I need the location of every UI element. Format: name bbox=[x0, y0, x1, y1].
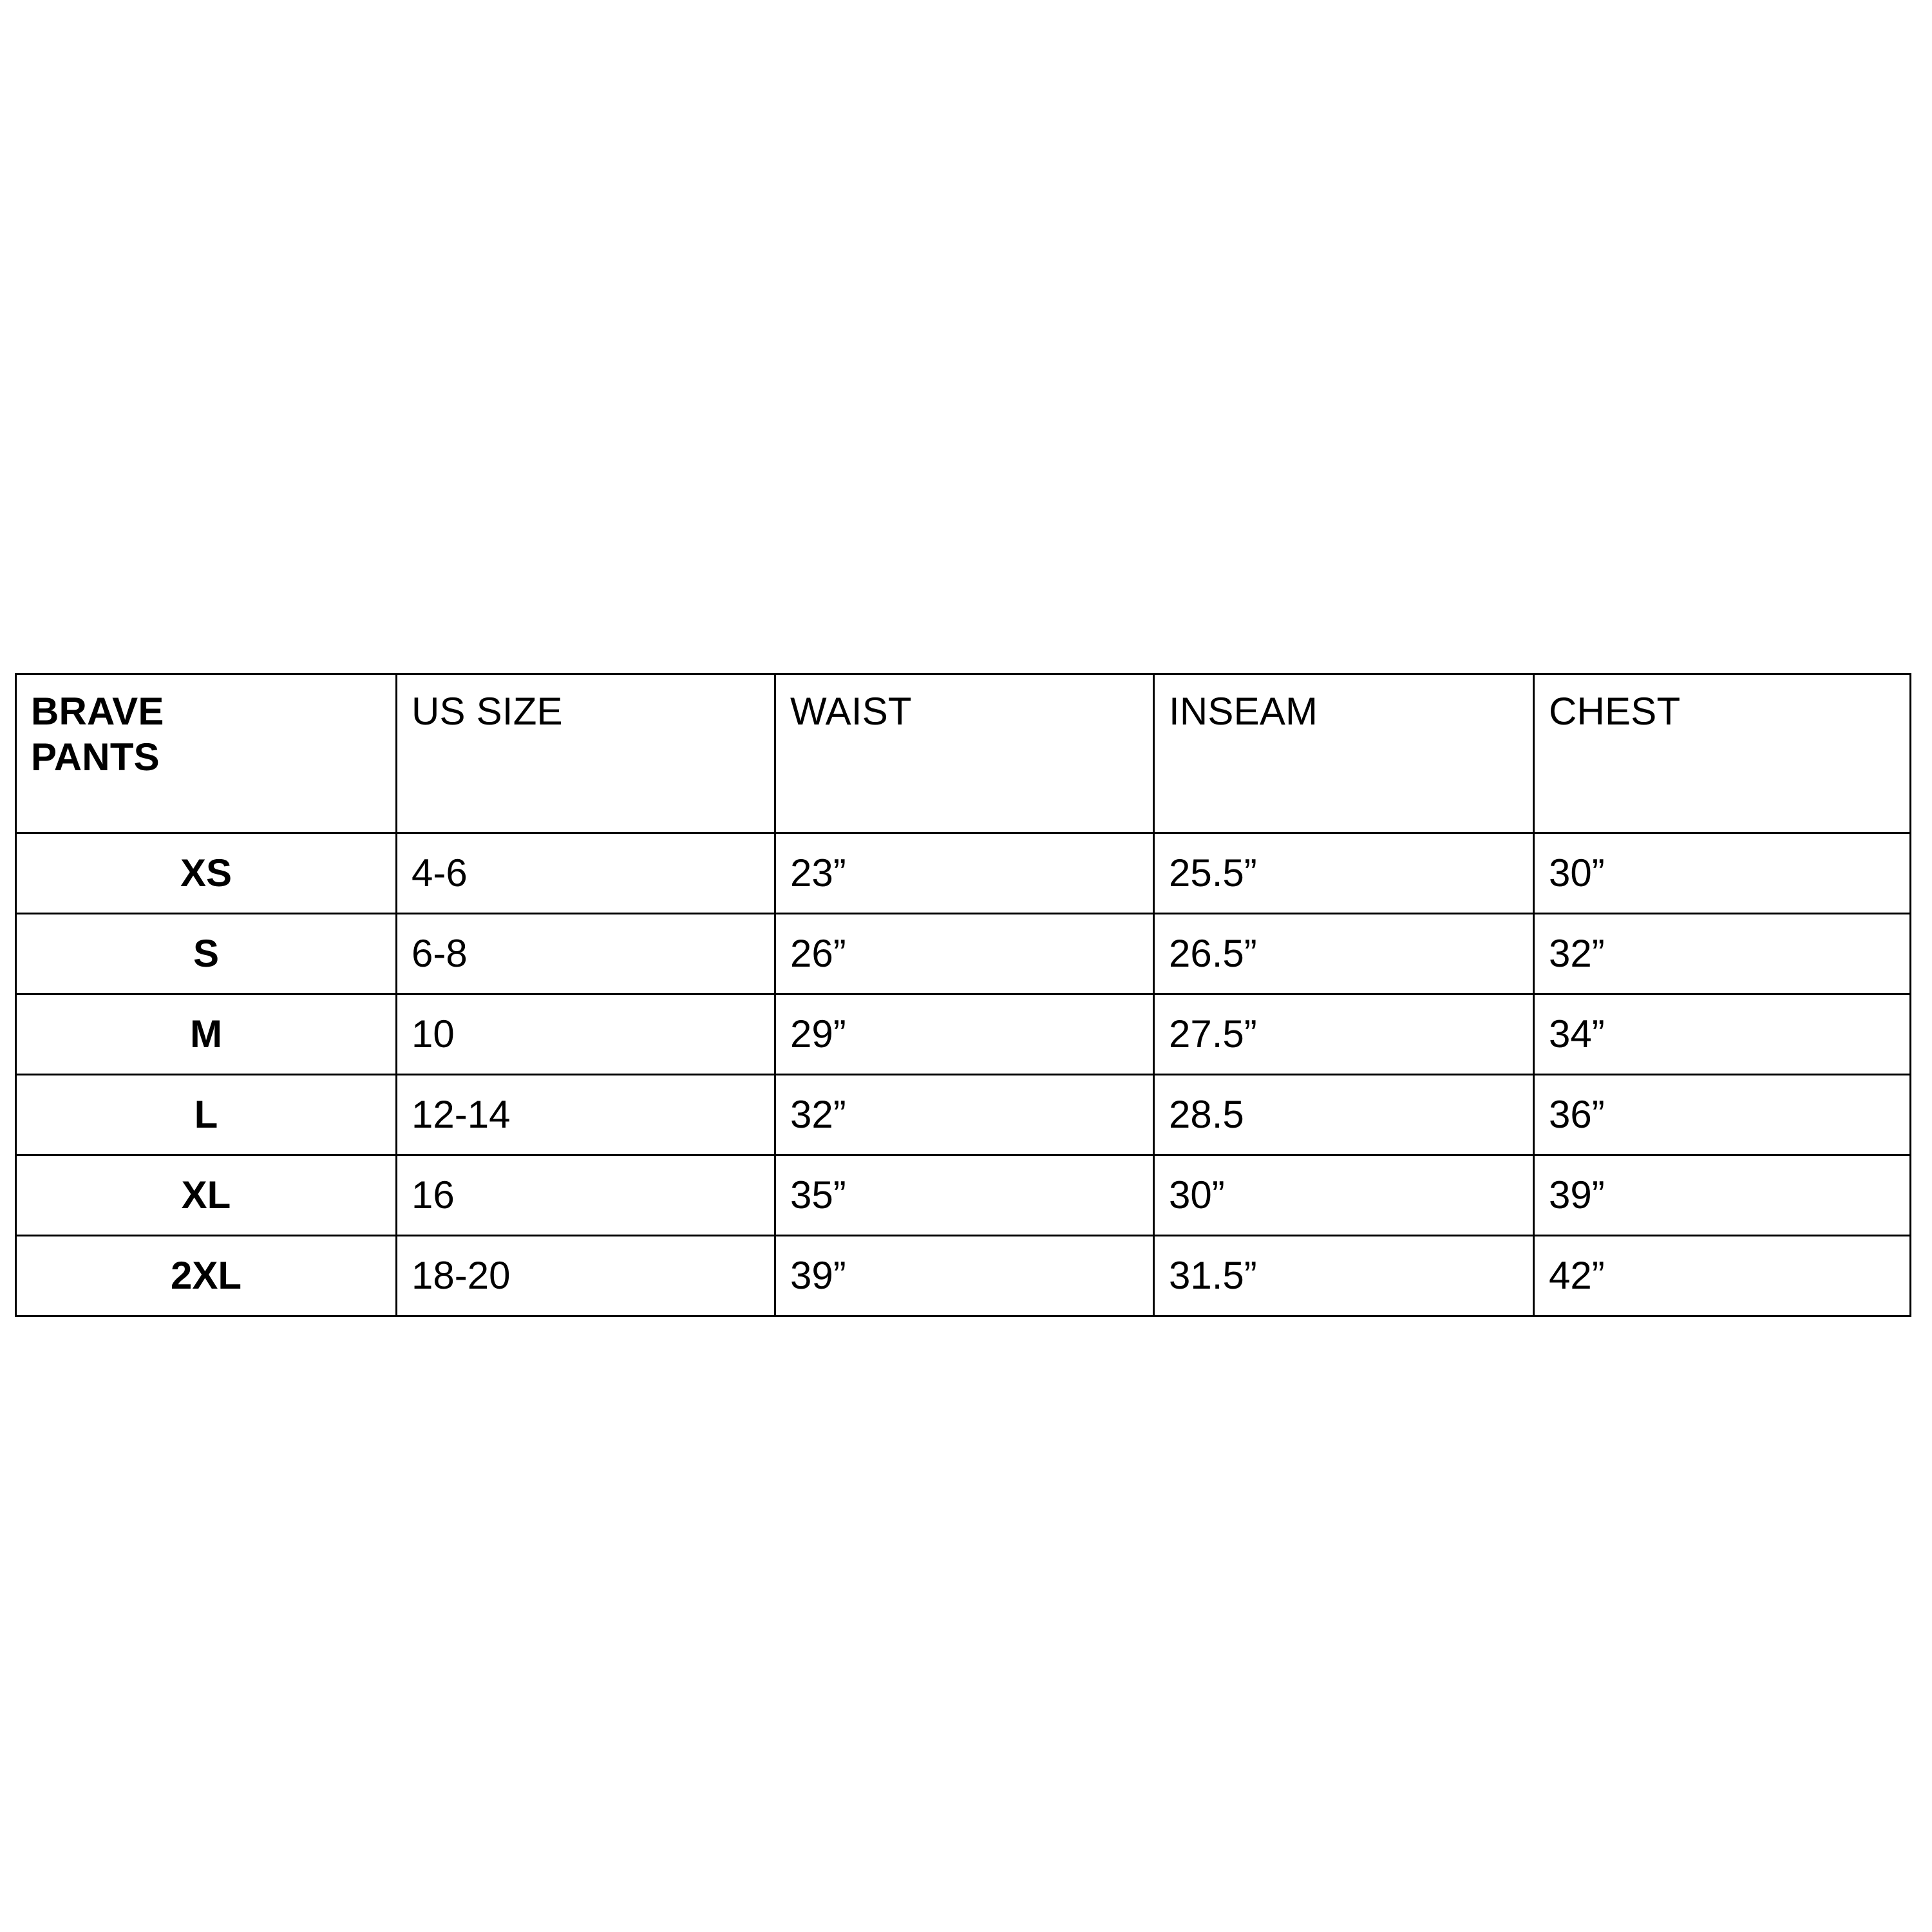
cell-inseam-value: 31.5” bbox=[1169, 1253, 1257, 1297]
column-header-us-size-label: US SIZE bbox=[412, 690, 563, 733]
cell-inseam-value: 27.5” bbox=[1169, 1012, 1257, 1056]
cell-waist: 39” bbox=[774, 1235, 1155, 1317]
cell-size: XS bbox=[15, 832, 397, 914]
cell-waist: 23” bbox=[774, 832, 1155, 914]
column-header-waist-label: WAIST bbox=[790, 690, 912, 733]
cell-us-size-value: 6-8 bbox=[412, 931, 468, 975]
cell-us-size: 18-20 bbox=[395, 1235, 776, 1317]
cell-inseam: 28.5 bbox=[1153, 1074, 1535, 1156]
brand-line-1: BRAVE bbox=[31, 690, 164, 733]
column-header-inseam-label: INSEAM bbox=[1169, 690, 1318, 733]
column-header-brand: BRAVE PANTS bbox=[15, 673, 397, 834]
cell-inseam-value: 28.5 bbox=[1169, 1092, 1244, 1136]
cell-inseam: 25.5” bbox=[1153, 832, 1535, 914]
cell-chest-value: 42” bbox=[1549, 1253, 1605, 1297]
cell-us-size: 16 bbox=[395, 1154, 776, 1236]
table-row: L 12-14 32” 28.5 36” bbox=[15, 1074, 1911, 1156]
cell-us-size: 6-8 bbox=[395, 913, 776, 995]
cell-chest-value: 32” bbox=[1549, 931, 1605, 975]
cell-inseam-value: 26.5” bbox=[1169, 931, 1257, 975]
brand-line-2: PANTS bbox=[31, 735, 160, 779]
table-header-row: BRAVE PANTS US SIZE WAIST INSEAM CHEST bbox=[15, 673, 1911, 834]
cell-size-value: S bbox=[193, 931, 220, 975]
brave-pants-size-chart-table: BRAVE PANTS US SIZE WAIST INSEAM CHEST bbox=[15, 673, 1911, 1317]
cell-chest: 32” bbox=[1533, 913, 1911, 995]
column-header-chest: CHEST bbox=[1533, 673, 1911, 834]
column-header-inseam: INSEAM bbox=[1153, 673, 1535, 834]
column-header-us-size: US SIZE bbox=[395, 673, 776, 834]
cell-inseam: 27.5” bbox=[1153, 993, 1535, 1075]
cell-chest: 42” bbox=[1533, 1235, 1911, 1317]
table-body: XS 4-6 23” 25.5” 30” S 6-8 26” 26.5” 32”… bbox=[15, 832, 1911, 1317]
cell-size-value: L bbox=[194, 1092, 218, 1136]
cell-size: L bbox=[15, 1074, 397, 1156]
cell-chest-value: 39” bbox=[1549, 1173, 1605, 1217]
cell-waist-value: 32” bbox=[790, 1092, 846, 1136]
column-header-waist: WAIST bbox=[774, 673, 1155, 834]
cell-waist-value: 26” bbox=[790, 931, 846, 975]
cell-us-size: 12-14 bbox=[395, 1074, 776, 1156]
cell-chest: 36” bbox=[1533, 1074, 1911, 1156]
cell-us-size-value: 4-6 bbox=[412, 851, 468, 895]
cell-us-size: 4-6 bbox=[395, 832, 776, 914]
cell-us-size-value: 12-14 bbox=[412, 1092, 511, 1136]
cell-chest-value: 30” bbox=[1549, 851, 1605, 895]
table-row: M 10 29” 27.5” 34” bbox=[15, 993, 1911, 1075]
cell-size: S bbox=[15, 913, 397, 995]
cell-size: M bbox=[15, 993, 397, 1075]
cell-size-value: M bbox=[190, 1012, 222, 1056]
cell-inseam-value: 30” bbox=[1169, 1173, 1225, 1217]
cell-size: 2XL bbox=[15, 1235, 397, 1317]
cell-waist: 32” bbox=[774, 1074, 1155, 1156]
cell-us-size-value: 16 bbox=[412, 1173, 455, 1217]
cell-size-value: XL bbox=[181, 1173, 231, 1217]
cell-us-size-value: 10 bbox=[412, 1012, 455, 1056]
cell-waist: 35” bbox=[774, 1154, 1155, 1236]
table-row: S 6-8 26” 26.5” 32” bbox=[15, 913, 1911, 995]
cell-size-value: 2XL bbox=[170, 1253, 242, 1297]
table-row: 2XL 18-20 39” 31.5” 42” bbox=[15, 1235, 1911, 1317]
cell-size-value: XS bbox=[180, 851, 232, 895]
cell-size: XL bbox=[15, 1154, 397, 1236]
cell-us-size-value: 18-20 bbox=[412, 1253, 511, 1297]
table-row: XL 16 35” 30” 39” bbox=[15, 1154, 1911, 1236]
cell-chest-value: 34” bbox=[1549, 1012, 1605, 1056]
cell-chest: 39” bbox=[1533, 1154, 1911, 1236]
table-row: XS 4-6 23” 25.5” 30” bbox=[15, 832, 1911, 914]
column-header-brand-label: BRAVE PANTS bbox=[17, 675, 198, 781]
table-header: BRAVE PANTS US SIZE WAIST INSEAM CHEST bbox=[15, 673, 1911, 834]
cell-waist: 29” bbox=[774, 993, 1155, 1075]
cell-waist: 26” bbox=[774, 913, 1155, 995]
cell-chest: 30” bbox=[1533, 832, 1911, 914]
cell-inseam: 26.5” bbox=[1153, 913, 1535, 995]
cell-chest: 34” bbox=[1533, 993, 1911, 1075]
cell-inseam: 30” bbox=[1153, 1154, 1535, 1236]
cell-us-size: 10 bbox=[395, 993, 776, 1075]
cell-waist-value: 23” bbox=[790, 851, 846, 895]
size-chart-container: BRAVE PANTS US SIZE WAIST INSEAM CHEST bbox=[15, 673, 1911, 1317]
cell-waist-value: 35” bbox=[790, 1173, 846, 1217]
cell-waist-value: 29” bbox=[790, 1012, 846, 1056]
column-header-chest-label: CHEST bbox=[1549, 690, 1681, 733]
cell-inseam-value: 25.5” bbox=[1169, 851, 1257, 895]
cell-waist-value: 39” bbox=[790, 1253, 846, 1297]
cell-chest-value: 36” bbox=[1549, 1092, 1605, 1136]
cell-inseam: 31.5” bbox=[1153, 1235, 1535, 1317]
